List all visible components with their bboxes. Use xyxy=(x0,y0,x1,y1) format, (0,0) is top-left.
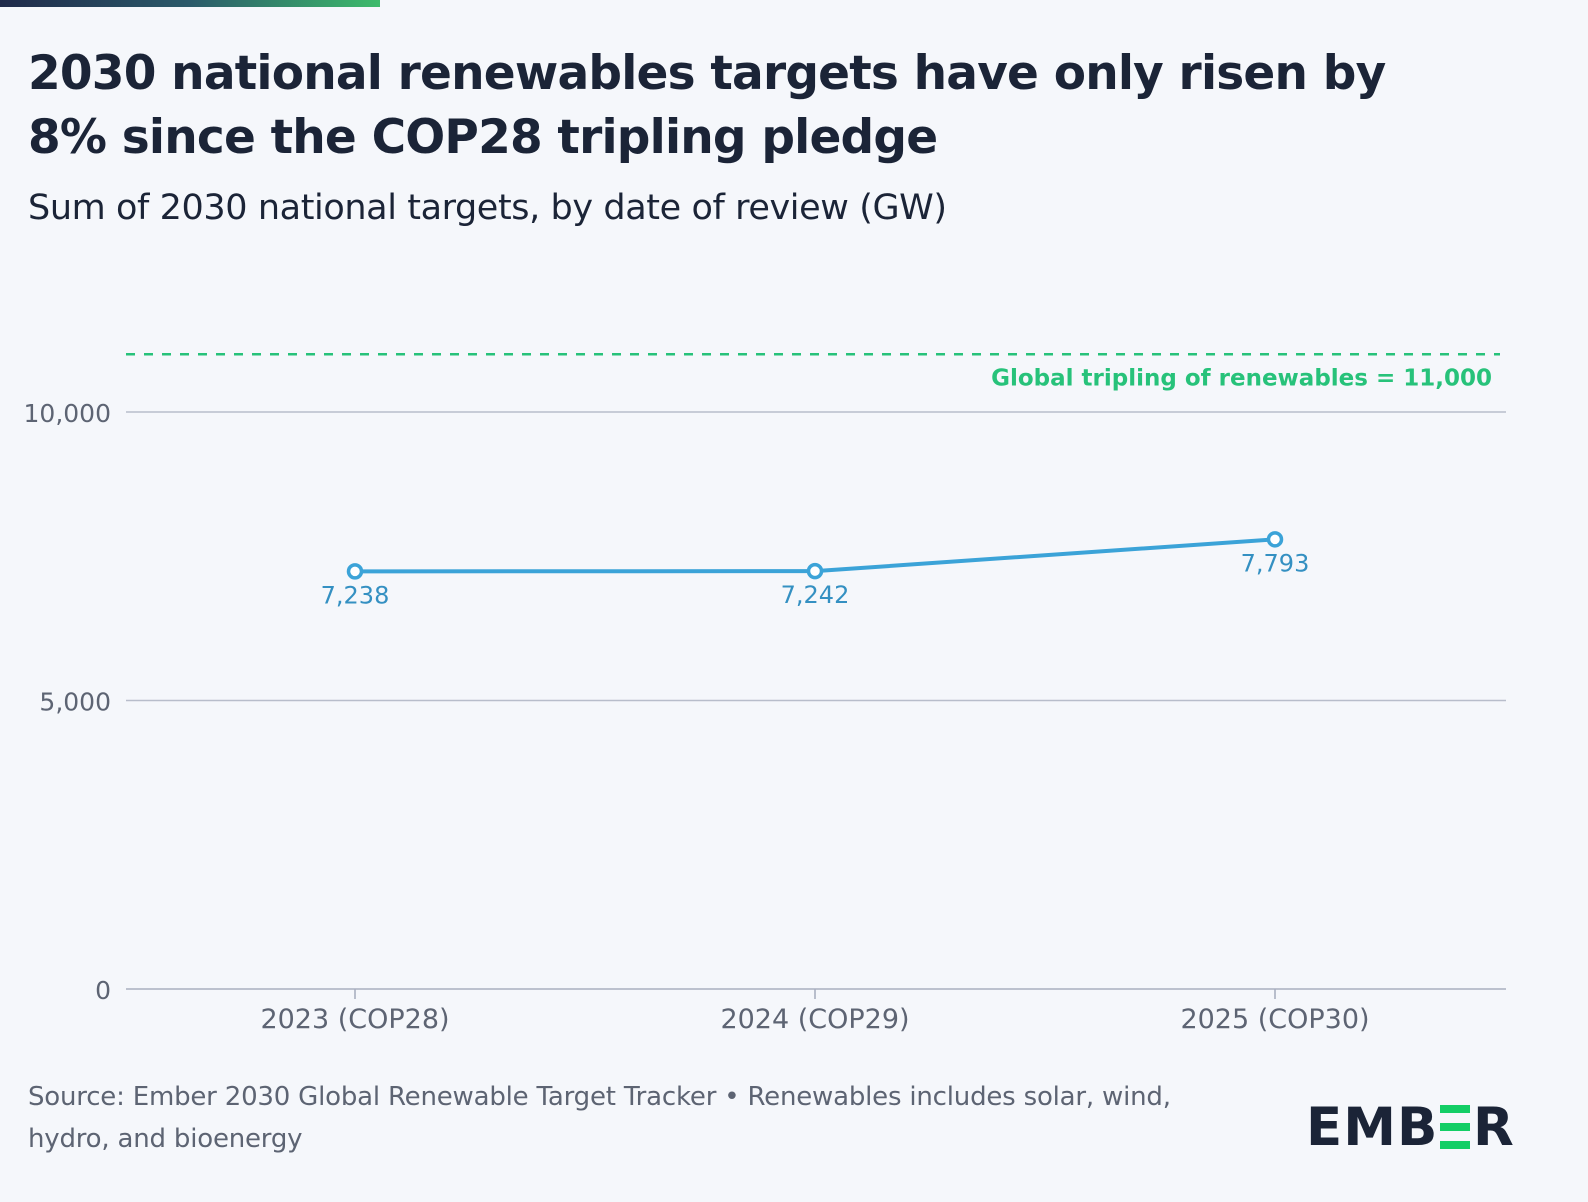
x-tick-label: 2024 (COP29) xyxy=(720,1004,909,1035)
series-group: 7,238 7,242 7,793 xyxy=(321,531,1310,609)
top-accent-bar xyxy=(0,0,380,7)
logo-accent-e xyxy=(1440,1105,1470,1149)
data-label: 7,238 xyxy=(321,581,390,609)
logo-text-right: R xyxy=(1473,1098,1514,1154)
x-tick-label: 2023 (COP28) xyxy=(260,1004,449,1035)
source-note: Source: Ember 2030 Global Renewable Targ… xyxy=(28,1082,1171,1154)
axis-labels: 0 5,000 10,000 2023 (COP28) 2024 (COP29) 2025… xyxy=(24,399,1370,1035)
data-label: 7,242 xyxy=(781,581,850,609)
reference-line-label: Global tripling of renewables = 11,000 xyxy=(991,365,1492,391)
data-point xyxy=(346,563,364,580)
data-point xyxy=(1266,531,1284,548)
chart-subtitle: Sum of 2030 national targets, by date of… xyxy=(28,188,947,228)
y-tick-label: 10,000 xyxy=(24,399,111,428)
reference-line-group: Global tripling of renewables = 11,000 xyxy=(126,353,1500,391)
x-tick-label: 2025 (COP30) xyxy=(1180,1004,1369,1035)
data-label: 7,793 xyxy=(1241,549,1310,577)
y-tick-label: 0 xyxy=(95,976,111,1005)
data-point xyxy=(806,562,824,580)
ember-logo: EMB R xyxy=(1306,1098,1514,1154)
gridlines xyxy=(126,411,1506,990)
y-tick-label: 5,000 xyxy=(39,688,111,717)
chart-title: 2030 national renewables targets have on… xyxy=(28,46,1386,165)
logo-text-left: EMB xyxy=(1306,1098,1438,1154)
